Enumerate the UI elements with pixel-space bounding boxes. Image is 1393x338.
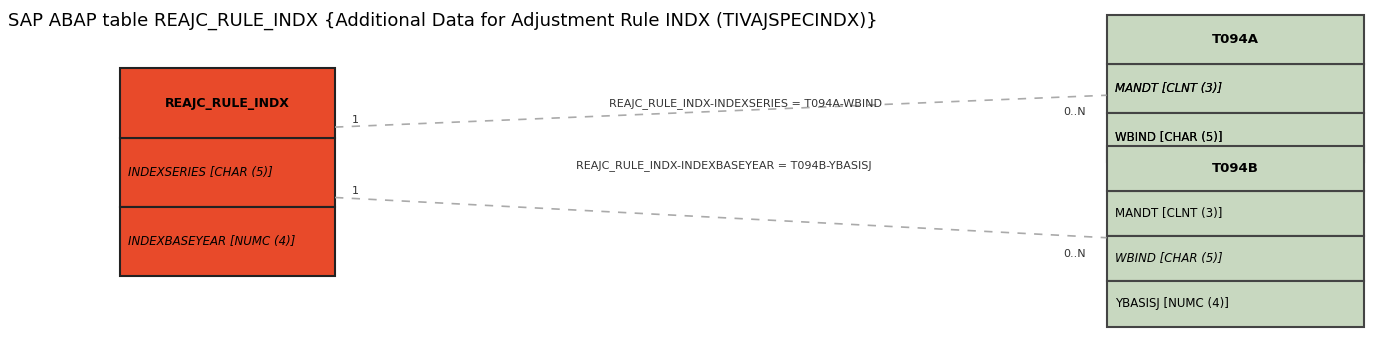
Text: INDEXSERIES [CHAR (5)]: INDEXSERIES [CHAR (5)] bbox=[128, 166, 273, 179]
Text: 0..N: 0..N bbox=[1063, 249, 1085, 260]
Text: 1: 1 bbox=[351, 186, 359, 196]
Text: 0..N: 0..N bbox=[1063, 107, 1085, 117]
FancyBboxPatch shape bbox=[120, 68, 336, 138]
FancyBboxPatch shape bbox=[1106, 236, 1364, 281]
Text: WBIND [CHAR (5)]: WBIND [CHAR (5)] bbox=[1114, 131, 1223, 144]
Text: SAP ABAP table REAJC_RULE_INDX {Additional Data for Adjustment Rule INDX (TIVAJS: SAP ABAP table REAJC_RULE_INDX {Addition… bbox=[8, 11, 878, 30]
FancyBboxPatch shape bbox=[1106, 113, 1364, 162]
Text: WBIND [CHAR (5)]: WBIND [CHAR (5)] bbox=[1114, 252, 1223, 265]
Text: REAJC_RULE_INDX-INDEXSERIES = T094A-WBIND: REAJC_RULE_INDX-INDEXSERIES = T094A-WBIN… bbox=[609, 98, 882, 109]
Text: INDEXBASEYEAR [NUMC (4)]: INDEXBASEYEAR [NUMC (4)] bbox=[128, 235, 295, 248]
Text: T094A: T094A bbox=[1212, 33, 1259, 46]
Text: 1: 1 bbox=[351, 115, 359, 125]
Text: MANDT [CLNT (3)]: MANDT [CLNT (3)] bbox=[1114, 82, 1222, 95]
FancyBboxPatch shape bbox=[120, 207, 336, 276]
Text: MANDT [CLNT (3)]: MANDT [CLNT (3)] bbox=[1114, 82, 1222, 95]
FancyBboxPatch shape bbox=[1106, 146, 1364, 191]
Text: WBIND [CHAR (5)]: WBIND [CHAR (5)] bbox=[1114, 131, 1223, 144]
Text: REAJC_RULE_INDX-INDEXBASEYEAR = T094B-YBASISJ: REAJC_RULE_INDX-INDEXBASEYEAR = T094B-YB… bbox=[577, 160, 872, 171]
FancyBboxPatch shape bbox=[1106, 191, 1364, 236]
FancyBboxPatch shape bbox=[1106, 15, 1364, 64]
FancyBboxPatch shape bbox=[120, 138, 336, 207]
Text: REAJC_RULE_INDX: REAJC_RULE_INDX bbox=[164, 97, 290, 110]
FancyBboxPatch shape bbox=[1106, 64, 1364, 113]
FancyBboxPatch shape bbox=[1106, 281, 1364, 327]
Text: MANDT [CLNT (3)]: MANDT [CLNT (3)] bbox=[1114, 207, 1222, 220]
Text: T094B: T094B bbox=[1212, 162, 1259, 175]
Text: YBASISJ [NUMC (4)]: YBASISJ [NUMC (4)] bbox=[1114, 297, 1229, 310]
